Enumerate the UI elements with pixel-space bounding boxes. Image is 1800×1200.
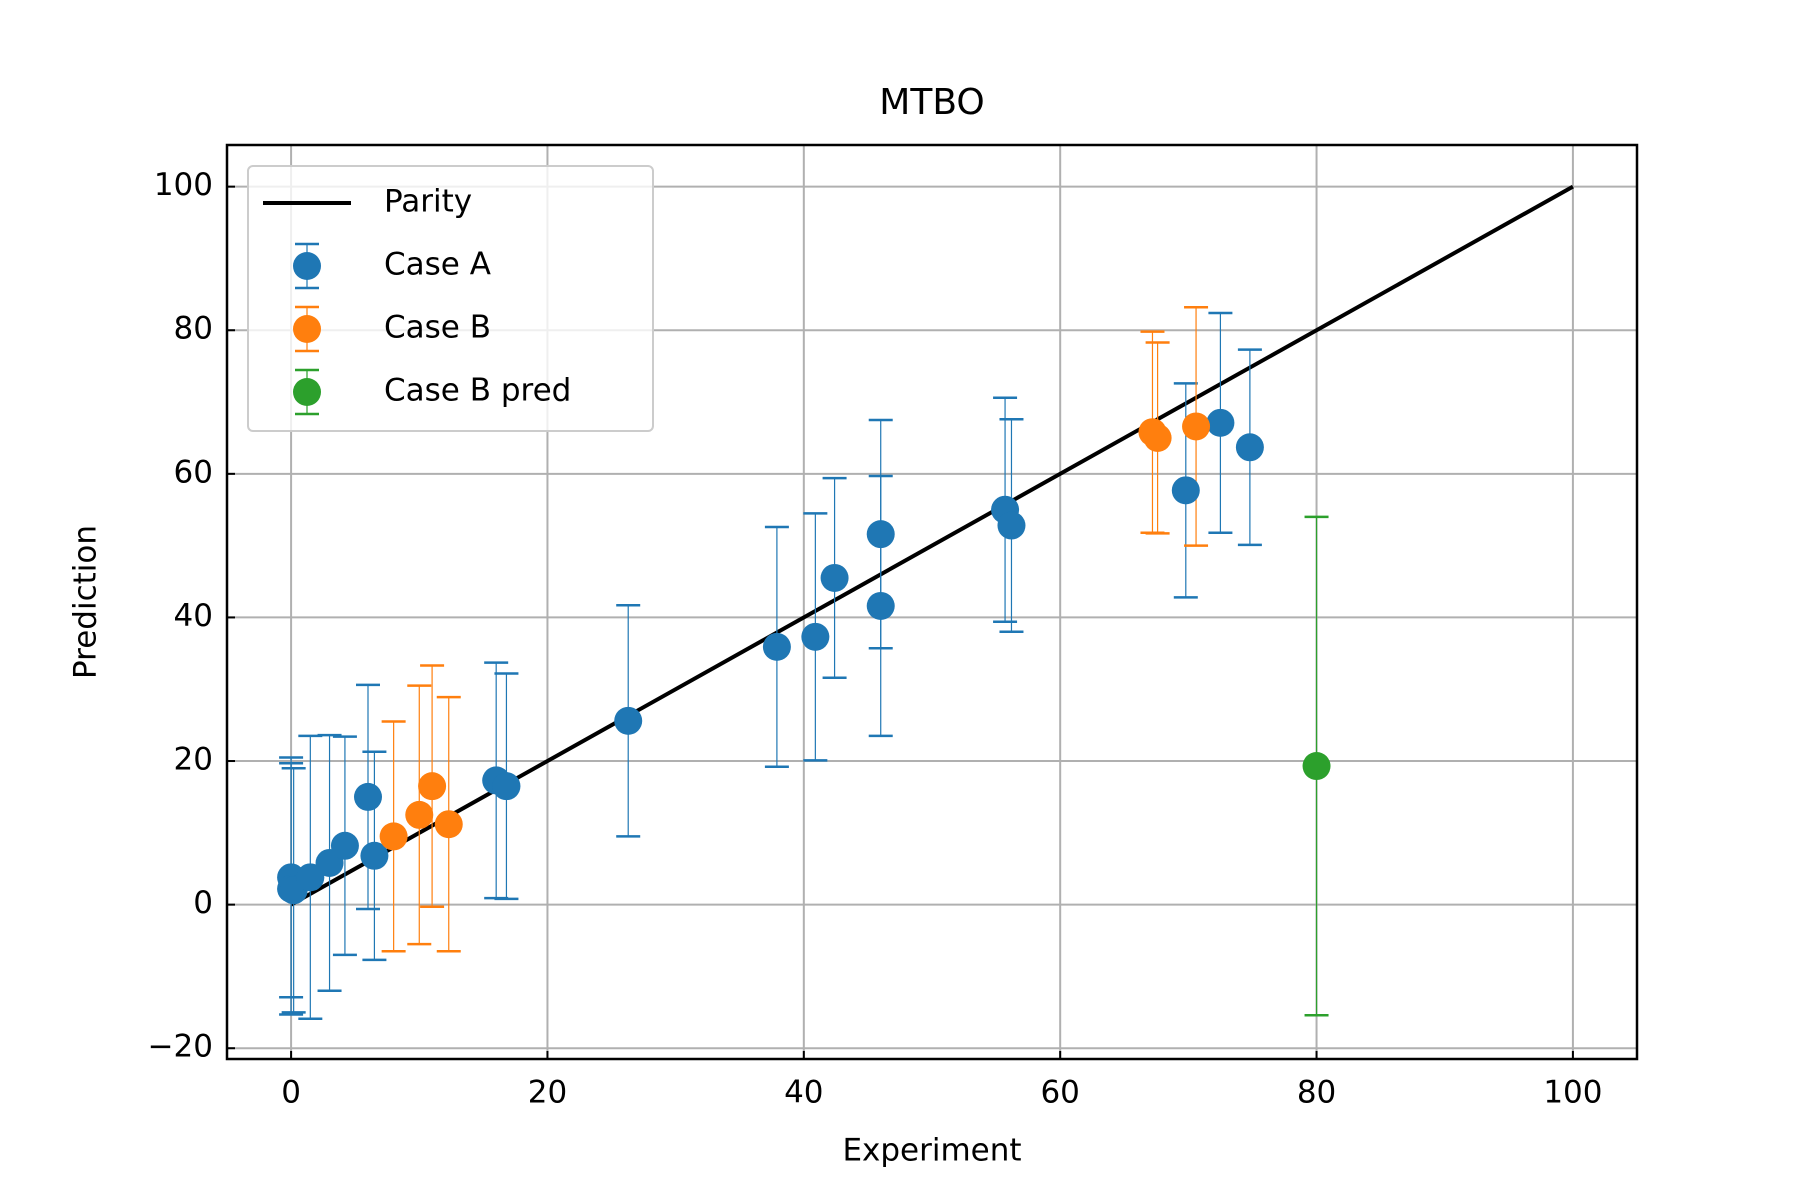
x-axis-label: Experiment [842,1133,1021,1169]
point [330,831,359,860]
point [360,841,389,870]
point [1143,423,1172,452]
point [866,591,895,620]
point [379,822,408,851]
x-tick-label: 40 [784,1075,823,1111]
y-tick-label: 80 [174,311,213,347]
point [762,632,791,661]
point [614,706,643,735]
point [866,520,895,549]
x-tick-label: 60 [1040,1075,1079,1111]
point [1171,476,1200,505]
legend-label: Case B [384,310,491,346]
y-tick-label: −20 [148,1029,213,1065]
x-tick-label: 20 [528,1075,567,1111]
point [801,622,830,651]
x-tick-label: 100 [1543,1075,1602,1111]
y-axis-label: Prediction [68,525,104,679]
y-tick-label: 0 [193,885,213,921]
legend-marker [293,252,321,280]
legend-marker [293,378,321,406]
point [354,782,382,811]
legend-label: Case A [384,247,491,283]
legend-marker [293,315,321,343]
point [492,772,521,801]
point [1182,412,1211,441]
point [1302,752,1331,781]
point [1206,408,1235,437]
legend-box [247,165,654,432]
plot-frame [225,143,1639,1061]
legend-label: Parity [384,184,472,220]
point [434,810,463,839]
point [820,563,849,592]
point [1235,433,1264,462]
y-tick-label: 100 [154,167,213,203]
y-tick-label: 40 [174,598,213,634]
x-tick-label: 0 [281,1075,301,1111]
point [405,800,434,829]
y-tick-label: 20 [174,742,213,778]
point [997,511,1026,540]
point [418,772,447,801]
point [296,863,325,892]
legend-label: Case B pred [384,373,571,409]
chart-title: MTBO [879,82,984,123]
x-tick-label: 80 [1297,1075,1336,1111]
y-tick-label: 60 [174,454,213,490]
legend: Parity Case A Case B Case B pred [247,165,654,432]
